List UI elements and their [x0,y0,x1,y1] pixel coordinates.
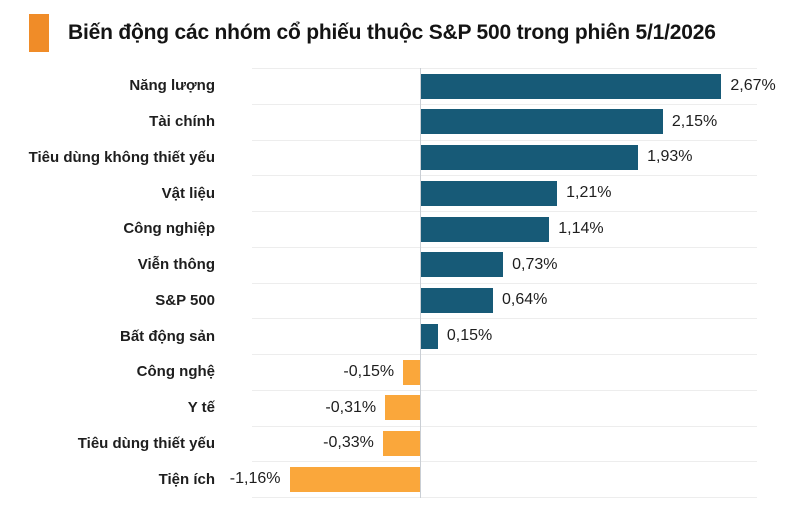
value-label: -0,33% [323,434,374,452]
row-gridline [252,425,757,427]
chart-row: Tiêu dùng không thiết yếu 1,93% [0,140,797,176]
chart-row: S&P 500 0,64% [0,283,797,319]
category-label: Bất động sản [119,327,215,345]
row-gridline [252,389,757,391]
category-label: Y tế [187,399,215,417]
chart-row: Viễn thông 0,73% [0,247,797,283]
category-label: Vật liệu [161,184,215,202]
row-gridline [252,246,757,248]
value-label: 1,93% [647,148,693,166]
chart-row: Vật liệu 1,21% [0,175,797,211]
category-label: Tiêu dùng không thiết yếu [28,148,215,166]
bar-positive [421,109,663,135]
bar-negative [382,431,420,456]
chart-row: Tiện ích -1,16% [0,461,797,497]
category-label: Công nghệ [136,363,215,381]
bar-plot: Năng lượng 2,67% Tài chính 2,15% Tiêu dùng k… [0,68,797,498]
value-label: 2,15% [671,112,718,130]
row-gridline [252,282,757,284]
chart-row: Công nghệ -0,15% [0,354,797,390]
category-label: Tài chính [149,113,215,131]
row-gridline [252,354,757,355]
value-label: 0,15% [446,327,493,345]
chart-row: Bất động sản 0,15% [0,318,797,354]
chart-row: Tài chính 2,15% [0,104,797,140]
bar-positive [421,180,558,206]
chart-title: Biến động các nhóm cổ phiếu thuộc S&P 50… [68,21,716,44]
bar-positive [421,145,639,170]
bar-positive [421,288,493,313]
value-label: 2,67% [730,76,776,94]
category-label: Công nghiệp [123,220,215,238]
row-gridline [252,461,757,463]
zero-axis-line [420,68,421,498]
row-gridline [252,139,757,141]
chart-row: Năng lượng 2,67% [0,68,797,104]
row-gridline [252,318,757,320]
bar-positive [421,73,722,99]
bar-positive [421,216,550,242]
bar-positive [421,252,504,278]
bar-negative [403,359,420,385]
chart-row: Y tế -0,31% [0,390,797,426]
row-gridline [252,103,757,105]
value-label: 0,73% [512,255,558,273]
category-label: Tiện ích [158,470,215,488]
row-gridline [252,175,757,177]
row-gridline [252,497,757,498]
value-label: -0,15% [343,362,395,380]
category-label: Năng lượng [129,77,215,95]
row-gridline [252,211,757,212]
value-label: 0,64% [502,291,548,309]
row-gridline [252,68,757,69]
value-label: 1,14% [558,219,604,237]
category-label: Viễn thông [137,256,215,274]
category-label: S&P 500 [155,291,215,309]
bar-negative [289,466,420,492]
value-label: -0,31% [325,398,377,416]
title-accent-square [29,14,49,52]
value-label: -1,16% [229,470,281,488]
bar-positive [421,323,438,349]
chart-row: Tiêu dùng thiết yếu -0,33% [0,426,797,462]
value-label: 1,21% [566,184,612,202]
chart-row: Công nghiệp 1,14% [0,211,797,247]
category-label: Tiêu dùng thiết yếu [77,434,215,452]
bar-negative [385,395,420,421]
